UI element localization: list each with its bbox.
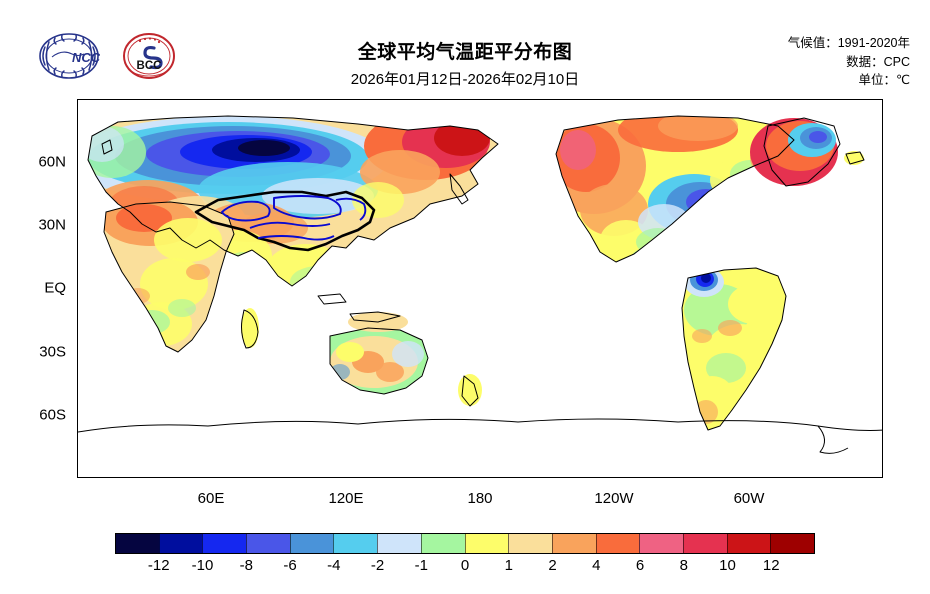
colorbar-tick--2: -2 [370,557,385,574]
new-zealand-anomaly [458,374,482,406]
colorbar-tick-0: 0 [460,557,470,574]
metadata-block: 气候值：1991-2020年 数据：CPC 单位：℃ [788,34,910,90]
data-source-label: 数据：CPC [846,54,910,69]
eurasia-anomaly-field [88,116,498,286]
y-tick-label-30n: 30N [38,216,66,234]
colorbar-tick-labels: -12 -10 -8 -6 -4 -2 -1 0 1 2 4 6 8 10 12 [115,554,815,576]
x-tick-label-60e: 60E [197,490,225,507]
colorbar-tick-4: 4 [592,557,601,574]
colorbar-tick-12: 12 [762,557,780,574]
colorbar-tick-10: 10 [719,557,736,574]
colorbar-band-3 [246,534,290,553]
madagascar-anomaly [241,308,259,348]
colorbar-tick-1: 1 [504,557,513,574]
colorbar-band-15 [770,534,814,553]
colorbar-swatches [115,533,815,554]
colorbar-tick--4: -4 [327,557,341,574]
colorbar-band-11 [595,534,640,553]
svg-text:NCC: NCC [72,50,100,65]
colorbar-band-5 [333,534,378,553]
australia-anomaly-field [330,328,428,394]
colorbar-band-4 [289,534,334,553]
colorbar-tick-2: 2 [548,557,557,574]
colorbar-band-9 [508,534,552,553]
colorbar-tick--8: -8 [239,557,253,574]
y-tick-label-eq: EQ [44,279,66,297]
svg-text:BCC: BCC [137,60,162,72]
colorbar-tick--12: -12 [147,557,170,574]
bcc-logo: BCC [120,30,178,82]
map-plot-area: 60N 30N EQ 30S 60S 60E 120E 180 120W 60W [38,99,883,507]
colorbar-tick-8: 8 [679,557,688,574]
colorbar-band-0 [116,534,159,553]
x-tick-label-60w: 60W [733,490,765,507]
colorbar-band-13 [682,534,727,553]
page-subtitle: 2026年01月12日-2026年02月10日 [350,71,580,88]
y-tick-label-60n: 60N [38,153,66,171]
ncc-logo: NCC [38,30,100,82]
colorbar: -12 -10 -8 -6 -4 -2 -1 0 1 2 4 6 8 10 12 [115,533,815,576]
colorbar-tick-6: 6 [635,557,645,574]
plot-frame [77,99,883,478]
title-block: 全球平均气温距平分布图 2026年01月12日-2026年02月10日 [235,40,695,92]
x-tick-label-120w: 120W [594,490,634,507]
colorbar-band-12 [639,534,683,553]
y-tick-label-30s: 30S [39,343,66,361]
page-title: 全球平均气温距平分布图 [357,42,573,63]
unit-label: 单位：℃ [858,73,910,87]
coastlines [78,115,882,454]
logo-group: NCC BCC [38,30,188,82]
colorbar-band-10 [551,534,596,553]
colorbar-tick--6: -6 [283,557,297,574]
colorbar-band-14 [726,534,771,553]
colorbar-band-2 [202,534,247,553]
y-tick-label-60s: 60S [39,406,66,424]
china-border [194,190,376,252]
colorbar-band-7 [420,534,465,553]
anomaly-heatmap [78,115,882,454]
china-rivers [221,195,367,241]
x-tick-label-180: 180 [467,490,493,507]
greenland-anomaly [750,118,838,186]
colorbar-band-6 [377,534,421,553]
x-tick-label-120e: 120E [328,490,364,507]
colorbar-band-8 [464,534,509,553]
colorbar-tick--10: -10 [191,557,214,574]
colorbar-tick--1: -1 [414,557,428,574]
colorbar-band-1 [158,534,203,553]
climatology-label: 气候值：1991-2020年 [787,36,910,50]
